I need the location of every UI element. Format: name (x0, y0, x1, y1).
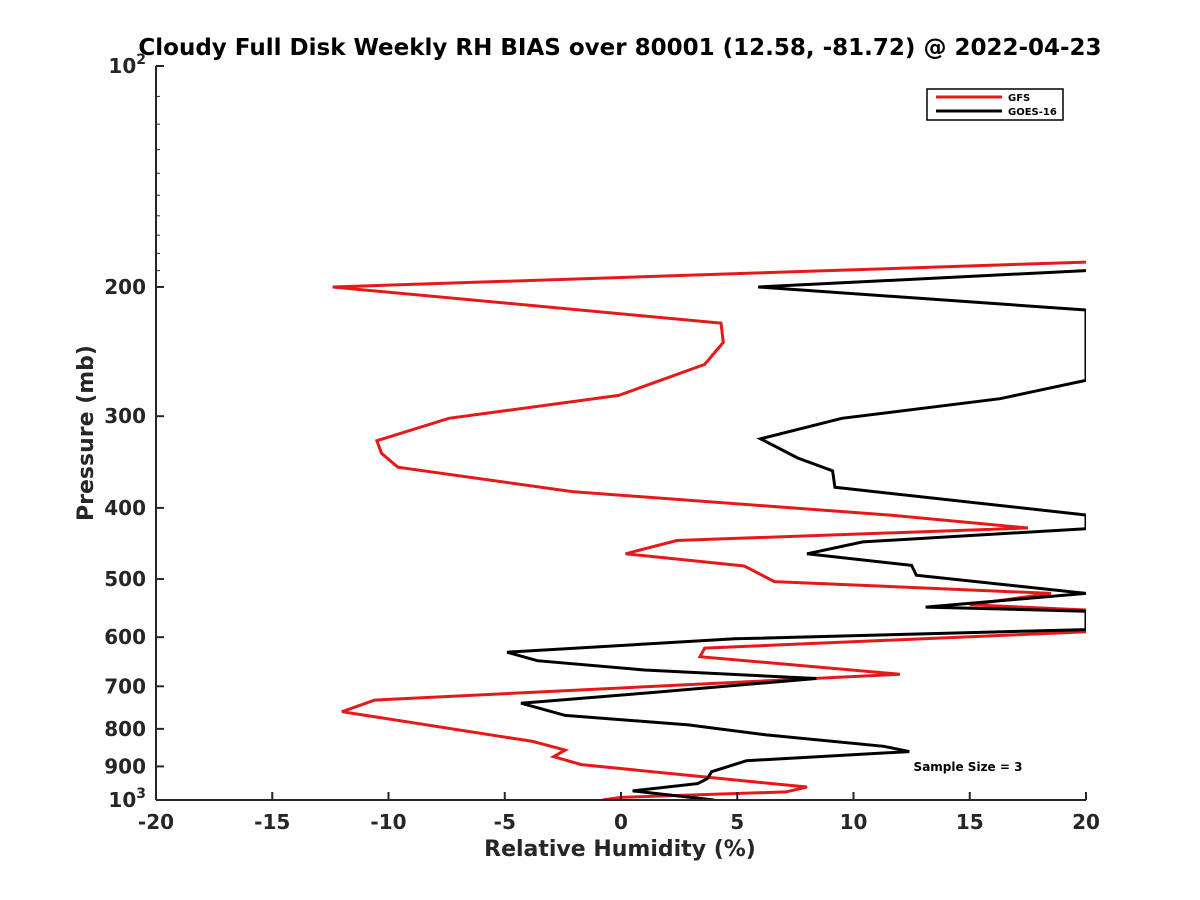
y-tick-label: 200 (104, 275, 146, 299)
x-tick-label: 10 (840, 810, 868, 834)
legend: GFS GOES-16 (926, 88, 1064, 121)
series-line-goes-16 (506, 269, 1086, 800)
y-tick-label: 500 (104, 567, 146, 591)
legend-box (926, 88, 1064, 121)
y-tick-label: 102 (108, 52, 146, 78)
y-tick-label: 300 (104, 404, 146, 428)
x-tick-label: 5 (730, 810, 744, 834)
x-tick-label: -10 (370, 810, 406, 834)
sample-size-annotation: Sample Size = 3 (914, 760, 1023, 774)
series-layer (332, 260, 1086, 800)
y-tick-label: 900 (104, 754, 146, 778)
y-tick-label: 103 (108, 786, 146, 812)
x-tick-label: 15 (956, 810, 984, 834)
x-tick-label: 20 (1072, 810, 1100, 834)
y-tick-label: 400 (104, 496, 146, 520)
y-axis-title: Pressure (mb) (74, 345, 99, 521)
x-tick-label: -20 (138, 810, 174, 834)
legend-label: GOES-16 (1008, 107, 1057, 118)
x-tick-label: -15 (254, 810, 290, 834)
series-line-gfs (332, 260, 1086, 800)
legend-label: GFS (1008, 93, 1030, 104)
x-tick-label: 0 (614, 810, 628, 834)
y-tick-label: 800 (104, 717, 146, 741)
x-axis-title: Relative Humidity (%) (484, 837, 756, 862)
y-tick-label: 700 (104, 674, 146, 698)
chart-title: Cloudy Full Disk Weekly RH BIAS over 800… (138, 35, 1101, 61)
x-tick-label: -5 (494, 810, 516, 834)
axes-layer: -20 -15 -10 -5 0 5 10 15 20 102 200 300 400 500 600 700… (104, 52, 1100, 834)
y-tick-label: 600 (104, 625, 146, 649)
